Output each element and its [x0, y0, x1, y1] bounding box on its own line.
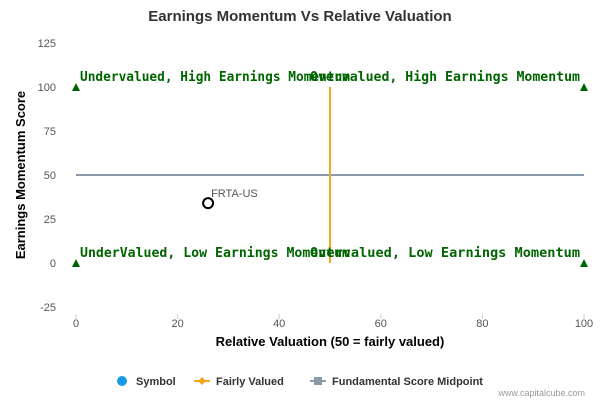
chart-title: Earnings Momentum Vs Relative Valuation [148, 8, 451, 25]
x-tick-label: 80 [476, 318, 488, 330]
legend-label: Symbol [136, 376, 176, 388]
legend-label: Fairly Valued [216, 376, 284, 388]
corner-triangle-marker [72, 259, 80, 267]
y-tick-label: 0 [50, 258, 56, 270]
x-tick-label: 100 [575, 318, 593, 330]
y-tick-label: 25 [44, 214, 56, 226]
x-tick-label: 60 [375, 318, 387, 330]
quadrant-label: Overvalued, High Earnings Momentum [310, 70, 580, 85]
data-point [202, 197, 215, 210]
y-tick-label: 75 [44, 126, 56, 138]
y-tick-label: 50 [44, 170, 56, 182]
credit-text: www.capitalcube.com [497, 388, 585, 398]
x-tick-label: 40 [273, 318, 285, 330]
y-axis-title: Earnings Momentum Score [13, 91, 28, 259]
square-legend-icon [314, 377, 322, 385]
x-tick-label: 20 [171, 318, 183, 330]
quadrant-label: Undervalued, High Earnings Momentum [80, 70, 350, 85]
legend: Symbol Fairly Valued Fundamental Score Mid… [117, 376, 483, 388]
corner-triangle-marker [580, 83, 588, 91]
corner-triangle-marker [580, 259, 588, 267]
plot-area: 125 100 75 50 25 0 -25 0 20 40 60 80 100 Undervalued,… [38, 38, 594, 330]
quadrant-label: Overvalued, Low Earnings Momentum [310, 246, 580, 261]
data-point-label: FRTA-US [211, 188, 258, 200]
x-axis-title: Relative Valuation (50 = fairly valued) [216, 334, 445, 349]
y-tick-label: 100 [38, 82, 56, 94]
legend-label: Fundamental Score Midpoint [332, 376, 483, 388]
x-tick-label: 0 [73, 318, 79, 330]
diamond-legend-icon [198, 377, 206, 385]
y-tick-label: -25 [40, 302, 56, 314]
y-tick-label: 125 [38, 38, 56, 50]
symbol-legend-icon [117, 376, 127, 386]
quadrant-label: UnderValued, Low Earnings Momentum [80, 246, 350, 261]
corner-triangle-marker [72, 83, 80, 91]
